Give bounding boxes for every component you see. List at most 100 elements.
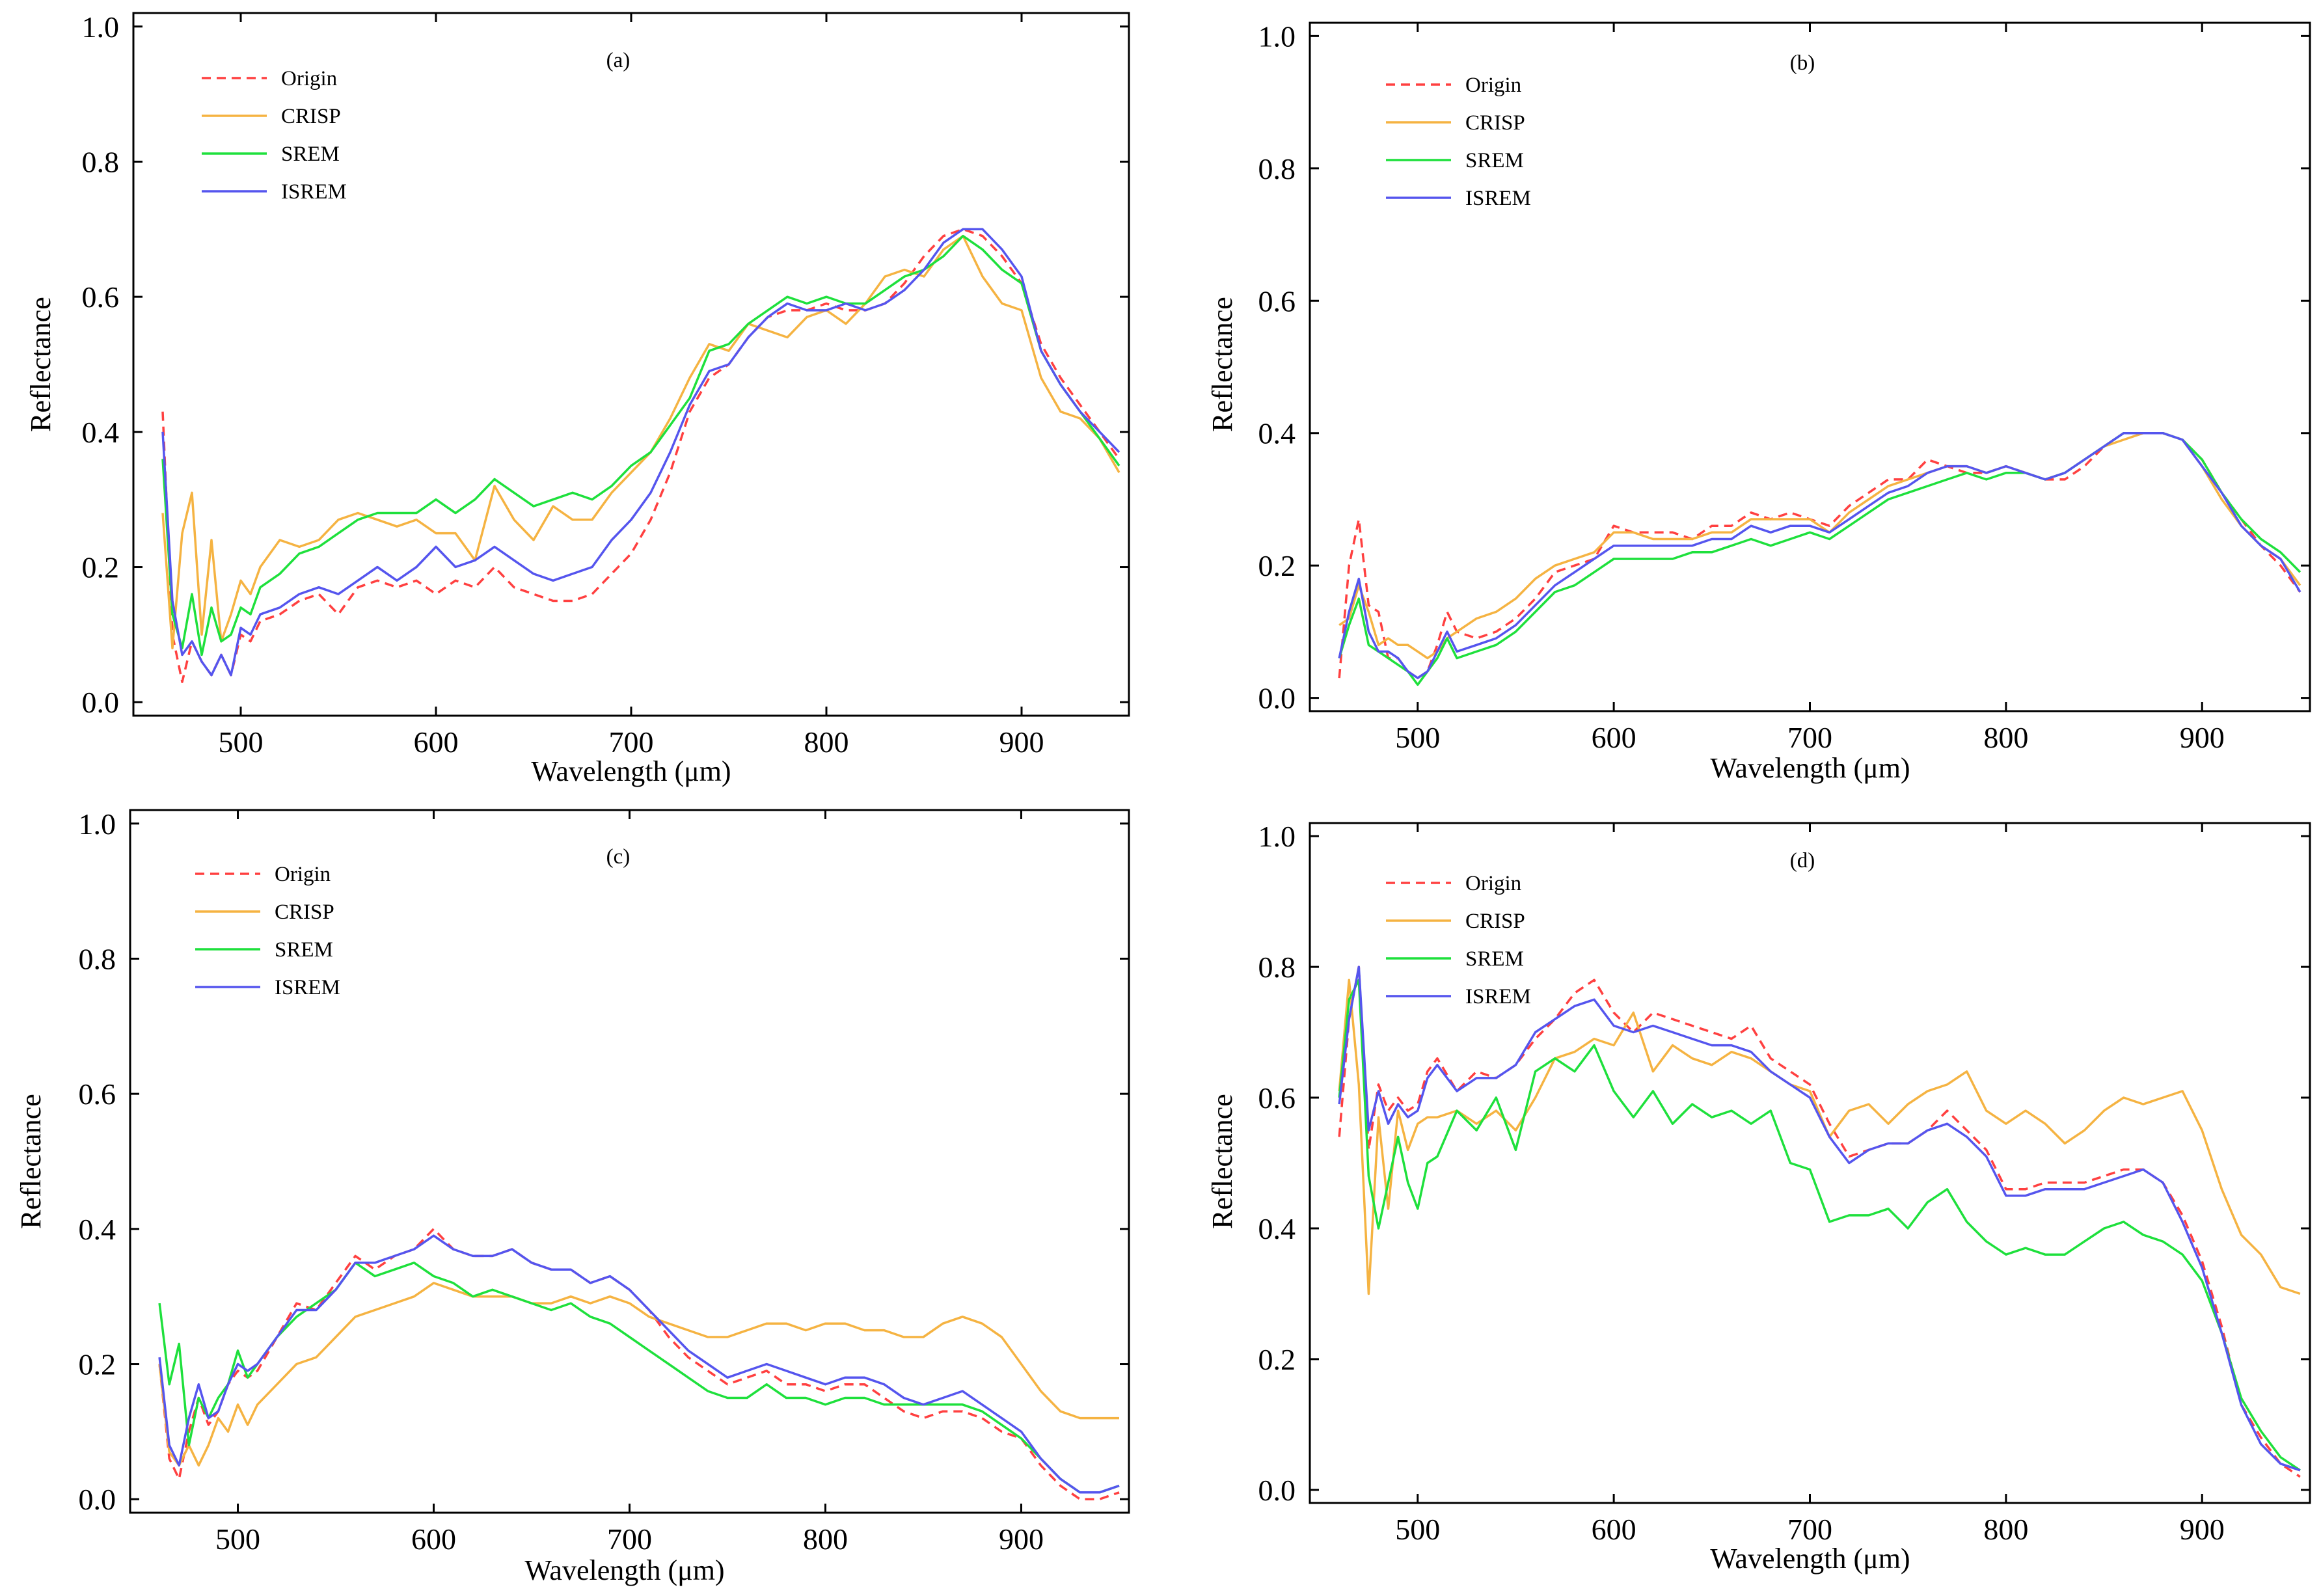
x-axis: 500 600 700 800 900 [215, 810, 1044, 1556]
x-axis-title: Wavelength (μm) [531, 755, 731, 787]
legend-label-isrem: ISREM [275, 976, 340, 999]
legend-label-srem: SREM [1465, 947, 1524, 971]
x-tick-label: 700 [609, 725, 654, 759]
series-lines [161, 228, 1120, 683]
legend-label-isrem: ISREM [1465, 187, 1531, 210]
legend-label-crisp: CRISP [281, 105, 341, 128]
y-tick-label: 0.2 [1258, 1343, 1296, 1376]
y-tick-label: 0.8 [79, 942, 116, 975]
legend-label-crisp: CRISP [1465, 111, 1525, 135]
x-tick-label: 900 [999, 1522, 1044, 1556]
legend-label-origin: Origin [1465, 872, 1521, 895]
x-tick-label: 700 [607, 1522, 652, 1556]
x-tick-label: 700 [1787, 721, 1832, 754]
panel-b: 500 600 700 800 900 0.0 0.2 0.4 0.6 0.8 1.0 Wavel… [1206, 20, 2311, 784]
legend-label-origin: Origin [281, 67, 337, 90]
legend-label-origin: Origin [1465, 74, 1521, 97]
x-tick-label: 900 [2180, 721, 2225, 754]
y-tick-label: 0.6 [82, 280, 120, 314]
y-tick-label: 0.2 [82, 551, 120, 584]
y-tick-label: 1.0 [1258, 20, 1296, 53]
y-tick-label: 0.4 [79, 1213, 116, 1246]
legend-label-isrem: ISREM [281, 180, 347, 204]
y-tick-label: 0.0 [1258, 682, 1296, 715]
y-tick-label: 0.2 [79, 1348, 116, 1381]
y-axis: 0.0 0.2 0.4 0.6 0.8 1.0 [82, 10, 1129, 719]
y-tick-label: 0.8 [82, 145, 120, 178]
y-tick-label: 0.8 [1258, 152, 1296, 185]
x-tick-label: 600 [1592, 1513, 1636, 1546]
y-tick-label: 0.0 [82, 686, 120, 719]
legend: Origin CRISP SREM ISREM [195, 863, 340, 999]
plot-frame [1309, 822, 2311, 1504]
x-tick-label: 500 [219, 725, 264, 759]
legend-label-srem: SREM [275, 938, 333, 962]
series-line-srem [161, 234, 1120, 656]
series-line-crisp [161, 234, 1120, 649]
legend-label-srem: SREM [1465, 149, 1524, 172]
x-tick-label: 600 [1592, 721, 1636, 754]
x-tick-label: 700 [1787, 1513, 1832, 1546]
panel-label: (a) [606, 49, 631, 72]
series-lines [1338, 966, 2301, 1478]
series-line-srem [158, 1262, 1120, 1494]
y-tick-label: 0.6 [79, 1077, 116, 1111]
y-tick-label: 0.4 [1258, 417, 1296, 450]
y-axis-title: Reflectance [1206, 297, 1238, 432]
panel-d: 500 600 700 800 900 0.0 0.2 0.4 0.6 0.8 1.0 Wavel… [1206, 820, 2311, 1575]
series-line-srem [1338, 431, 2301, 686]
x-tick-label: 900 [999, 725, 1044, 759]
y-axis-title: Reflectance [1206, 1094, 1238, 1229]
legend: Origin CRISP SREM ISREM [1386, 74, 1531, 210]
y-tick-label: 0.6 [1258, 284, 1296, 318]
x-tick-label: 800 [1983, 1513, 2028, 1546]
y-tick-label: 0.0 [1258, 1474, 1296, 1507]
legend-label-origin: Origin [275, 863, 331, 886]
x-axis-title: Wavelength (μm) [1710, 1543, 1910, 1575]
y-tick-label: 0.4 [1258, 1212, 1296, 1245]
y-tick-label: 0.8 [1258, 951, 1296, 984]
series-line-crisp [158, 1282, 1119, 1467]
series-line-srem [1338, 979, 2301, 1472]
y-axis: 0.0 0.2 0.4 0.6 0.8 1.0 [1258, 820, 2310, 1507]
y-tick-label: 0.0 [79, 1483, 116, 1516]
panel-c: 500 600 700 800 900 0.0 0.2 0.4 0.6 0.8 1.0 Wavel… [15, 807, 1130, 1586]
plot-frame [1309, 21, 2311, 712]
x-tick-label: 800 [803, 1522, 848, 1556]
y-tick-label: 0.2 [1258, 549, 1296, 582]
panel-a: 500 600 700 800 900 0.0 0.2 0.4 0.6 0.8 1.0 Wavel… [25, 10, 1130, 787]
y-tick-label: 1.0 [82, 10, 120, 44]
series-line-crisp [1338, 979, 2301, 1295]
x-axis: 500 600 700 800 900 [1395, 823, 2225, 1546]
series-line-origin [158, 1228, 1120, 1500]
legend-label-srem: SREM [281, 142, 340, 166]
legend-label-crisp: CRISP [1465, 910, 1525, 933]
y-tick-label: 0.4 [82, 416, 120, 449]
x-tick-label: 800 [1983, 721, 2028, 754]
series-line-origin [161, 228, 1120, 683]
y-tick-label: 0.6 [1258, 1081, 1296, 1115]
series-lines [158, 1228, 1120, 1500]
x-axis: 500 600 700 800 900 [1395, 23, 2225, 754]
series-line-isrem [1338, 431, 2301, 679]
x-tick-label: 600 [414, 725, 459, 759]
legend: Origin CRISP SREM ISREM [1386, 872, 1531, 1008]
y-axis-title: Reflectance [25, 297, 57, 432]
y-axis-title: Reflectance [15, 1094, 47, 1229]
y-axis: 0.0 0.2 0.4 0.6 0.8 1.0 [1258, 20, 2310, 715]
x-tick-label: 500 [215, 1522, 260, 1556]
x-tick-label: 800 [804, 725, 849, 759]
x-axis-title: Wavelength (μm) [1710, 752, 1910, 784]
x-tick-label: 900 [2180, 1513, 2225, 1546]
series-line-isrem [161, 228, 1120, 677]
x-axis-title: Wavelength (μm) [524, 1554, 724, 1586]
y-tick-label: 1.0 [1258, 820, 1296, 853]
series-line-crisp [1338, 431, 2301, 660]
series-line-origin [1338, 431, 2301, 679]
legend-label-isrem: ISREM [1465, 985, 1531, 1008]
legend-label-crisp: CRISP [275, 900, 334, 924]
panel-label: (b) [1790, 51, 1815, 75]
x-tick-label: 500 [1395, 1513, 1440, 1546]
panel-label: (d) [1790, 849, 1815, 872]
